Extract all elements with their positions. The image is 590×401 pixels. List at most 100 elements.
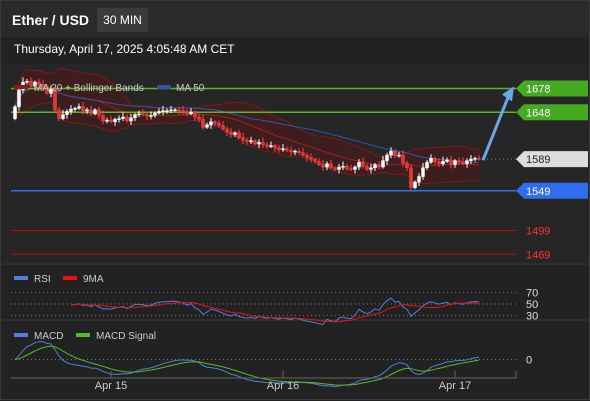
level-label-1678: 1678 bbox=[526, 83, 550, 95]
candle-body bbox=[245, 139, 249, 142]
candle-body bbox=[381, 160, 385, 168]
timeframe-button[interactable]: 30 MIN bbox=[97, 8, 148, 32]
candle-body bbox=[169, 109, 173, 112]
legend-label-ma20: MA 20 + Bollinger Bands bbox=[34, 83, 144, 94]
candle-body bbox=[97, 109, 101, 116]
candle-body bbox=[117, 118, 121, 120]
level-tag-1549 bbox=[516, 182, 588, 199]
candle-body bbox=[33, 81, 37, 87]
macd-signal-line bbox=[14, 345, 480, 386]
candle-body bbox=[13, 106, 17, 119]
candle-body bbox=[141, 113, 145, 116]
candle-body bbox=[105, 119, 109, 122]
candle-body bbox=[197, 116, 201, 120]
level-label-1549: 1549 bbox=[526, 186, 550, 198]
candle-body bbox=[73, 108, 77, 110]
candle-body bbox=[365, 165, 369, 170]
candle-body bbox=[213, 121, 217, 124]
instrument-title: Ether / USD bbox=[12, 12, 90, 28]
candle-body bbox=[321, 164, 325, 168]
candle-body bbox=[401, 154, 405, 164]
candle-body bbox=[449, 159, 453, 165]
candle-body bbox=[85, 109, 89, 112]
rsi-ref-label-50: 50 bbox=[526, 299, 538, 311]
candle-body bbox=[453, 160, 457, 165]
level-label-1589: 1589 bbox=[526, 154, 550, 166]
legend-label-macd: MACD bbox=[34, 331, 63, 342]
rsi-line bbox=[70, 297, 480, 326]
candle-body bbox=[41, 84, 45, 88]
candle-body bbox=[313, 158, 317, 162]
level-tag-1589 bbox=[516, 151, 588, 168]
candle-body bbox=[369, 167, 373, 170]
legend-label-rsi-ma: 9MA bbox=[83, 274, 104, 285]
macd-line bbox=[14, 341, 480, 388]
candle-body bbox=[297, 150, 301, 153]
datetime-label: Thursday, April 17, 2025 4:05:48 AM CET bbox=[14, 42, 235, 56]
projection-arrowhead bbox=[502, 86, 514, 102]
candle-body bbox=[357, 161, 361, 168]
candle-body bbox=[157, 111, 161, 114]
candle-body bbox=[205, 124, 209, 128]
candle-body bbox=[285, 148, 289, 151]
macd-ref-label-0: 0 bbox=[526, 355, 532, 367]
candle-body bbox=[457, 160, 461, 163]
legend-swatch-ma50 bbox=[157, 85, 171, 89]
candle-body bbox=[261, 142, 265, 146]
candle-body bbox=[53, 88, 57, 111]
candle-body bbox=[101, 115, 105, 122]
candle-body bbox=[61, 114, 65, 119]
legend-label-rsi: RSI bbox=[34, 274, 51, 285]
candle-body bbox=[137, 113, 141, 116]
candle-body bbox=[37, 81, 41, 85]
candle-body bbox=[109, 119, 113, 123]
candle-body bbox=[329, 163, 333, 169]
candle-body bbox=[441, 161, 445, 165]
candle-body bbox=[469, 158, 473, 161]
legend-swatch-ma20 bbox=[14, 85, 28, 89]
candle-body bbox=[421, 167, 425, 177]
candle-body bbox=[257, 142, 261, 145]
candle-body bbox=[473, 158, 477, 160]
candle-body bbox=[273, 145, 277, 149]
candle-body bbox=[325, 163, 329, 168]
candle-body bbox=[241, 137, 245, 141]
candle-body bbox=[317, 161, 321, 165]
candle-body bbox=[265, 144, 269, 147]
chart-header: Ether / USD 30 MIN bbox=[1, 1, 589, 37]
candle-body bbox=[461, 161, 465, 165]
candle-body bbox=[385, 154, 389, 161]
candle-body bbox=[17, 89, 21, 107]
candle-body bbox=[345, 165, 349, 169]
candle-body bbox=[173, 109, 177, 112]
candle-body bbox=[221, 125, 225, 130]
legend-label-ma50: MA 50 bbox=[176, 83, 205, 94]
rsi-ma-line bbox=[70, 301, 480, 323]
legend-swatch-rsi-ma bbox=[63, 276, 77, 280]
candle-body bbox=[209, 121, 213, 126]
candle-body bbox=[477, 158, 481, 160]
candle-body bbox=[281, 148, 285, 151]
candle-body bbox=[405, 162, 409, 169]
candle-body bbox=[289, 150, 293, 153]
candle-body bbox=[413, 181, 417, 188]
rsi-ref-label-70: 70 bbox=[526, 288, 538, 300]
candle-body bbox=[433, 158, 437, 162]
legend-label-macd-signal: MACD Signal bbox=[96, 331, 156, 342]
candle-body bbox=[353, 166, 357, 170]
candle-body bbox=[121, 116, 125, 119]
candle-body bbox=[153, 112, 157, 116]
candle-body bbox=[57, 109, 61, 119]
candle-body bbox=[217, 123, 221, 126]
candle-body bbox=[305, 154, 309, 158]
candle-body bbox=[233, 132, 237, 135]
candle-body bbox=[309, 157, 313, 160]
rsi-ref-label-30: 30 bbox=[526, 310, 538, 322]
legend-swatch-rsi bbox=[14, 276, 28, 280]
candle-body bbox=[417, 176, 421, 183]
legend-swatch-macd-signal bbox=[76, 333, 90, 337]
candle-body bbox=[293, 150, 297, 153]
candle-body bbox=[189, 112, 193, 115]
